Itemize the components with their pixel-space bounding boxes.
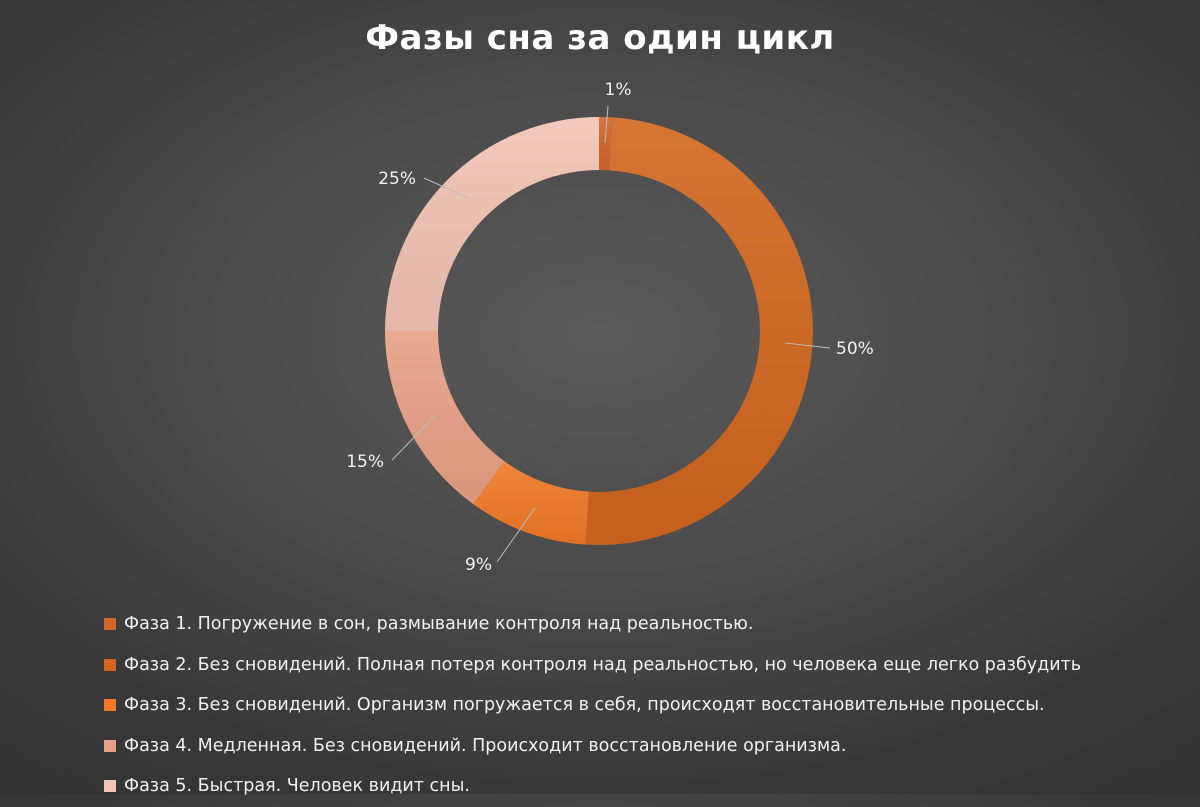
- leader-line-3: [496, 507, 536, 563]
- donut-slice-shading-4: [385, 331, 505, 505]
- legend-label-2: Фаза 2. Без сновидений. Полная потеря ко…: [124, 654, 1082, 675]
- leader-line-2: [784, 342, 831, 349]
- leader-line-4: [391, 414, 437, 461]
- donut-slice-shading-1: [599, 117, 613, 171]
- label-leader-lines: [391, 105, 831, 563]
- donut-slice-shading-2: [585, 117, 813, 545]
- data-labels: 1% 50% 9% 15% 25%: [346, 80, 874, 575]
- leader-line-5: [423, 177, 469, 199]
- legend-label-4: Фаза 4. Медленная. Без сновидений. Проис…: [124, 735, 847, 756]
- leader-line-1: [604, 105, 609, 144]
- data-label-5: 25%: [378, 169, 416, 189]
- legend-label-5: Фаза 5. Быстрая. Человек видит сны.: [124, 776, 470, 797]
- donut-slices: [385, 117, 813, 545]
- legend-item-3: Фаза 3. Без сновидений. Организм погружа…: [104, 685, 1081, 726]
- chart-title: Фазы сна за один цикл: [365, 18, 835, 58]
- chart-legend: Фаза 1. Погружение в сон, размывание кон…: [104, 604, 1081, 807]
- data-label-3: 9%: [465, 555, 492, 575]
- legend-item-1: Фаза 1. Погружение в сон, размывание кон…: [104, 604, 1081, 645]
- legend-swatch-1: [104, 618, 116, 631]
- donut-slice-shading-3: [473, 461, 589, 545]
- donut-slice-shading-5: [385, 117, 599, 331]
- data-label-1: 1%: [605, 80, 632, 100]
- legend-label-3: Фаза 3. Без сновидений. Организм погружа…: [124, 695, 1045, 716]
- data-label-4: 15%: [346, 452, 384, 472]
- legend-item-5: Фаза 5. Быстрая. Человек видит сны.: [104, 766, 1081, 807]
- legend-item-4: Фаза 4. Медленная. Без сновидений. Проис…: [104, 726, 1081, 767]
- legend-swatch-3: [104, 699, 116, 712]
- data-label-2: 50%: [836, 339, 874, 359]
- legend-swatch-5: [104, 780, 116, 793]
- legend-item-2: Фаза 2. Без сновидений. Полная потеря ко…: [104, 645, 1081, 686]
- legend-label-1: Фаза 1. Погружение в сон, размывание кон…: [124, 614, 754, 635]
- legend-swatch-2: [104, 658, 116, 671]
- legend-swatch-4: [104, 739, 116, 752]
